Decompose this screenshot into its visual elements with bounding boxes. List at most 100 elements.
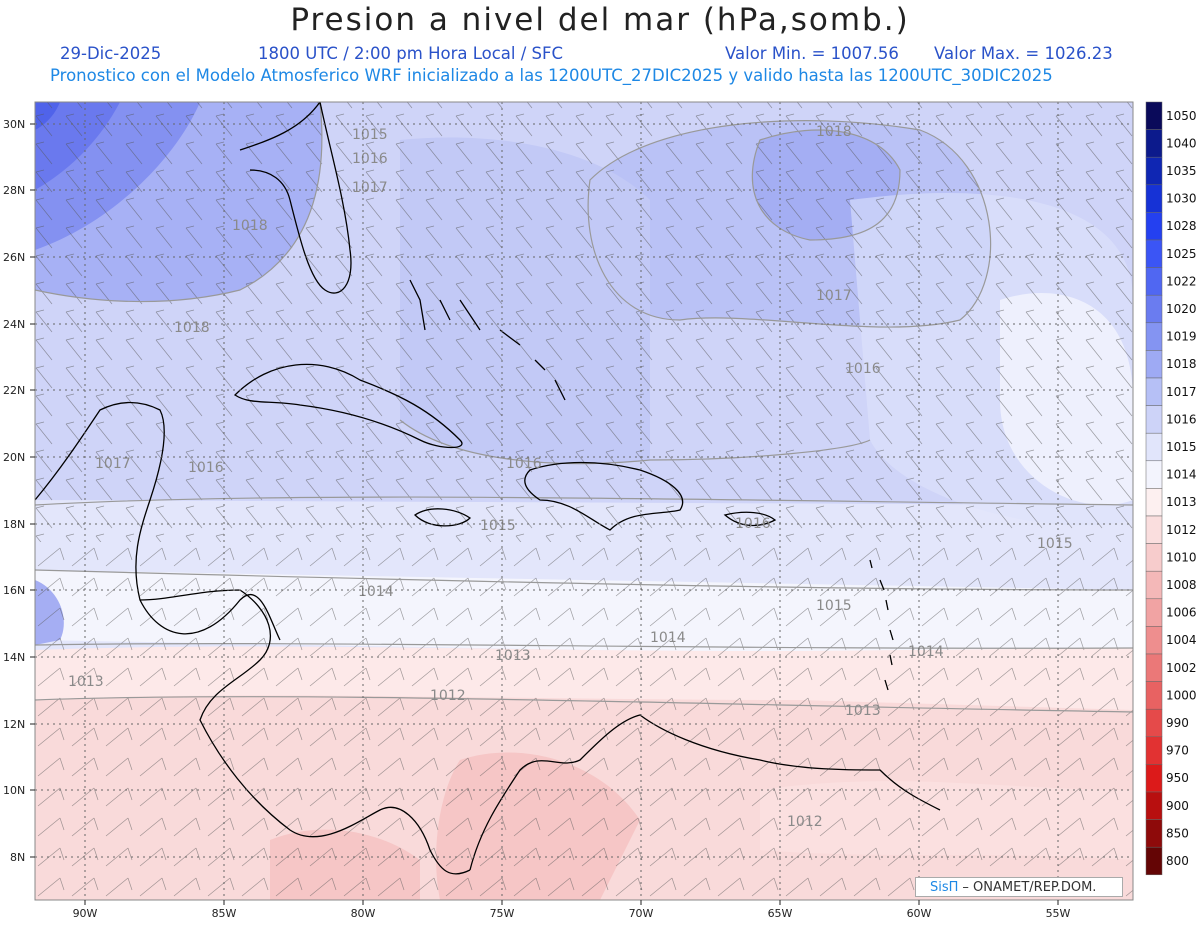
colorbar-swatch [1145,681,1163,710]
lon-label: 90W [73,907,98,920]
colorbar-label: 1016 [1166,412,1197,426]
credit-box: SisΠ – ONAMET/REP.DOM. [915,877,1123,897]
colorbar-label: 1015 [1166,440,1197,454]
contour-label: 1014 [908,644,944,660]
colorbar-swatch [1145,101,1163,130]
colorbar-swatch [1145,791,1163,820]
isobars [35,102,1133,713]
colorbar-swatch [1145,653,1163,682]
colorbar-swatch [1145,432,1163,462]
contour-label: 1017 [95,456,131,472]
colorbar-label: 800 [1166,854,1189,868]
colorbar-label: 1030 [1166,192,1197,206]
lat-label: 8N [10,851,25,864]
colorbar-swatch [1145,322,1163,351]
colorbar-label: 1018 [1166,357,1197,371]
forecast-time: 1800 UTC / 2:00 pm Hora Local / SFC [258,44,564,63]
lat-label: 16N [3,584,25,597]
colorbar-swatch [1145,267,1163,296]
contour-labels: 1015 1016 1017 1018 1018 1018 1017 1016 … [68,124,1073,830]
colorbar-swatch [1145,377,1163,406]
coastlines [35,102,941,875]
colorbar-swatch [1145,156,1163,186]
colorbar-swatch [1145,184,1163,213]
contour-label: 1016 [735,516,771,532]
plot-area: 1015 1016 1017 1018 1018 1018 1017 1016 … [35,102,1133,900]
colorbar-label: 1002 [1166,661,1197,675]
colorbar-swatch [1145,846,1163,876]
contour-label: 1016 [352,151,388,167]
lat-label: 26N [3,251,25,264]
colorbar-swatch [1145,129,1163,158]
colorbar-label: 1012 [1166,523,1197,537]
contour-label: 1014 [650,630,686,646]
colorbar-swatch [1145,736,1163,765]
lat-label: 14N [3,651,25,664]
lat-label: 28N [3,184,25,197]
plot-frame [34,101,1134,901]
colorbar-label: 1017 [1166,385,1197,399]
contour-label: 1012 [430,688,466,704]
lon-label: 75W [490,907,515,920]
contour-label: 1016 [188,460,224,476]
colorbar-label: 1040 [1166,136,1197,150]
model-info: Pronostico con el Modelo Atmosferico WRF… [50,66,1053,85]
lon-label: 65W [768,907,793,920]
colorbar-label: 900 [1166,799,1189,813]
colorbar-swatch [1145,294,1163,324]
lon-label: 70W [629,907,654,920]
colorbar-label: 1035 [1166,164,1197,178]
lon-label: 80W [351,907,376,920]
colorbar-label: 1019 [1166,330,1197,344]
contour-label: 1017 [816,288,852,304]
colorbar-swatch [1145,570,1163,600]
lon-label: 85W [212,907,237,920]
contour-label: 1017 [352,180,388,196]
colorbar-swatch [1145,405,1163,434]
sispi-logo: SisΠ [930,879,959,895]
colorbar-swatch [1145,543,1163,572]
colorbar-label: 1022 [1166,274,1197,288]
lon-label: 60W [907,907,932,920]
contour-label: 1016 [845,361,881,377]
colorbar-label: 1013 [1166,495,1197,509]
colorbar-label: 1028 [1166,219,1197,233]
colorbar-swatch [1145,626,1163,655]
contour-label: 1013 [68,674,104,690]
colorbar-swatch [1145,764,1163,793]
colorbar-label: 1010 [1166,550,1197,564]
lat-label: 20N [3,451,25,464]
colorbar-swatch [1145,212,1163,241]
colorbar-swatch [1145,708,1163,738]
colorbar-swatch [1145,488,1163,517]
contour-label: 1012 [787,814,823,830]
colorbar-label: 850 [1166,826,1189,840]
lat-label: 22N [3,384,25,397]
contour-label: 1018 [174,320,210,336]
contour-label: 1015 [352,127,388,143]
lat-label: 24N [3,318,25,331]
latitude-axis: 30N 28N 26N 24N 22N 20N 18N 16N 14N 12N … [3,118,25,864]
contour-label: 1018 [232,218,268,234]
colorbar-swatch [1145,819,1163,848]
contour-label: 1018 [816,124,852,140]
lat-label: 10N [3,784,25,797]
colorbar-swatch [1145,239,1163,268]
contour-label: 1016 [506,456,542,472]
map-title: Presion a nivel del mar (hPa,somb.) [290,2,910,38]
colorbar-label: 1014 [1166,468,1197,482]
lon-label: 55W [1046,907,1071,920]
contour-label: 1013 [495,648,531,664]
min-value: Valor Min. = 1007.56 [725,44,899,63]
colorbar-label: 990 [1166,716,1189,730]
colorbar-label: 1050 [1166,109,1197,123]
colorbar-label: 1008 [1166,578,1197,592]
colorbar-swatch [1145,460,1163,489]
lat-label: 12N [3,718,25,731]
contour-label: 1013 [845,703,881,719]
lat-label: 18N [3,518,25,531]
credit-text: – ONAMET/REP.DOM. [962,879,1097,895]
colorbar-swatch [1145,515,1163,544]
max-value: Valor Max. = 1026.23 [934,44,1113,63]
